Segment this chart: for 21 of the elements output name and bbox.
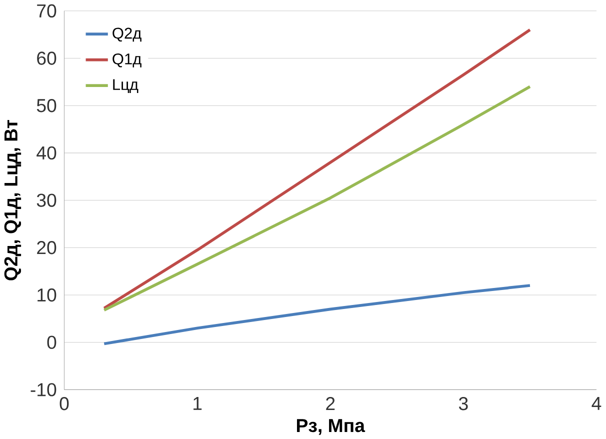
x-tick-label: 1 bbox=[194, 396, 202, 410]
legend-label: Q2д bbox=[112, 28, 142, 42]
x-tick-label: 4 bbox=[592, 396, 602, 410]
y-tick-label: 10 bbox=[38, 288, 56, 302]
y-axis-title: Q2д, Q1д, Lцд, Вт bbox=[4, 120, 22, 280]
y-tick-label: 30 bbox=[36, 194, 56, 207]
line-series bbox=[102, 284, 532, 346]
legend-label: Q1д bbox=[112, 53, 142, 68]
x-axis-title: Рз, Мпа bbox=[296, 419, 366, 435]
y-tick-label: 20 bbox=[37, 240, 56, 254]
y-tick-label: 60 bbox=[37, 52, 56, 65]
y-tick-label: -10 bbox=[30, 383, 56, 396]
y-tick-label: 50 bbox=[36, 98, 56, 112]
line-series bbox=[102, 28, 532, 310]
y-tick-label: 40 bbox=[36, 146, 56, 160]
x-tick-label: 3 bbox=[458, 396, 468, 410]
y-tick-label: 0 bbox=[47, 336, 56, 349]
legend-label: Lцд bbox=[113, 79, 138, 93]
x-tick-label: 2 bbox=[326, 396, 335, 410]
x-tick-label: 0 bbox=[60, 396, 69, 410]
y-tick-label: 70 bbox=[37, 4, 56, 18]
